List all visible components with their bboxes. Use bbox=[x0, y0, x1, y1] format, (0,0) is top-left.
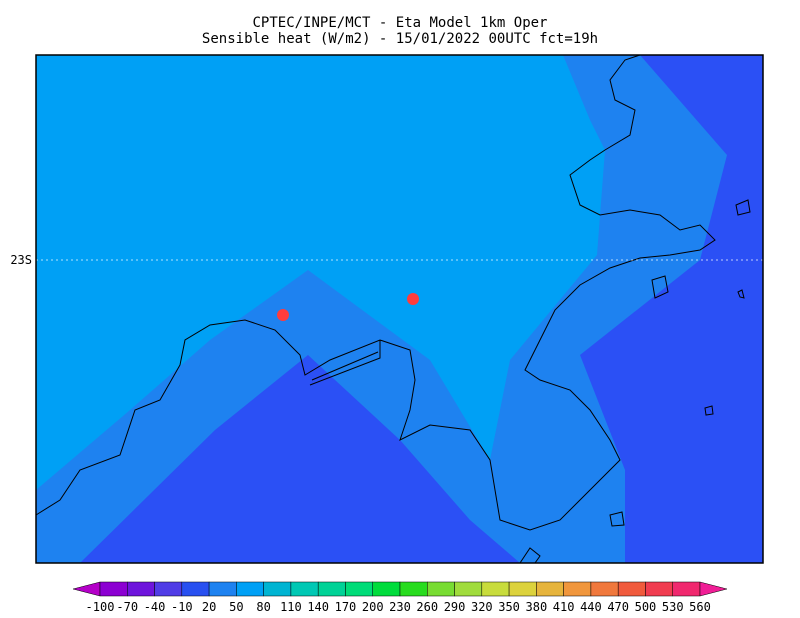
colorbar-box bbox=[563, 581, 592, 597]
subtitle: Sensible heat (W/m2) - 15/01/2022 00UTC … bbox=[202, 31, 598, 47]
map-area: 23S bbox=[10, 54, 764, 564]
colorbar-box bbox=[536, 581, 564, 597]
colorbar-label: 320 bbox=[471, 600, 493, 614]
colorbar-label: 170 bbox=[335, 600, 357, 614]
coastline bbox=[35, 54, 751, 564]
colorbar-label: 470 bbox=[607, 600, 629, 614]
colorbar-label: 260 bbox=[416, 600, 438, 614]
colorbar-label: -10 bbox=[171, 600, 193, 614]
title: CPTEC/INPE/MCT - Eta Model 1km Oper bbox=[252, 15, 547, 31]
colorbar-box bbox=[127, 581, 155, 597]
dark-region bbox=[80, 355, 520, 563]
colorbar-label: 200 bbox=[362, 600, 384, 614]
colorbar-box bbox=[672, 581, 701, 597]
station-marker bbox=[407, 293, 419, 305]
colorbar-box bbox=[154, 581, 183, 597]
colorbar-label: 440 bbox=[580, 600, 602, 614]
colorbar-label: 290 bbox=[444, 600, 466, 614]
colorbar-label: -70 bbox=[116, 600, 138, 614]
light-region bbox=[36, 55, 605, 490]
colorbar-label: 530 bbox=[662, 600, 684, 614]
colorbar-box bbox=[317, 581, 346, 597]
colorbar-box bbox=[590, 581, 619, 597]
map-frame bbox=[35, 54, 764, 564]
colorbar-box bbox=[99, 581, 128, 597]
colorbar-box bbox=[508, 581, 537, 597]
colorbar-box bbox=[399, 581, 428, 597]
colorbar-label: -100 bbox=[86, 600, 115, 614]
colorbar-end bbox=[72, 581, 101, 597]
colorbar-box bbox=[208, 581, 237, 597]
colorbar-label: 560 bbox=[689, 600, 711, 614]
colorbar: -100 -70 -40 -10 20 50 80 110 140 170 200 230 260 290… bbox=[72, 581, 728, 614]
colorbar-box bbox=[181, 581, 210, 597]
colorbar-box bbox=[345, 581, 373, 597]
colorbar-box bbox=[645, 581, 673, 597]
colorbar-label: 350 bbox=[498, 600, 520, 614]
colorbar-label: 500 bbox=[635, 600, 657, 614]
colorbar-box bbox=[481, 581, 510, 597]
colorbar-label: 110 bbox=[280, 600, 302, 614]
colorbar-box bbox=[617, 581, 646, 597]
colorbar-box bbox=[290, 581, 319, 597]
colorbar-box bbox=[372, 581, 401, 597]
colorbar-box bbox=[263, 581, 292, 597]
colorbar-label: 410 bbox=[553, 600, 575, 614]
colorbar-label: 140 bbox=[307, 600, 329, 614]
station-marker bbox=[277, 309, 289, 321]
colorbar-label: 50 bbox=[229, 600, 243, 614]
colorbar-box bbox=[427, 581, 455, 597]
colorbar-end bbox=[699, 581, 728, 597]
colorbar-label: 80 bbox=[256, 600, 270, 614]
colorbar-label: 20 bbox=[202, 600, 216, 614]
colorbar-box bbox=[236, 581, 264, 597]
colorbar-label: -40 bbox=[144, 600, 166, 614]
colorbar-label: 380 bbox=[526, 600, 548, 614]
colorbar-label: 230 bbox=[389, 600, 411, 614]
colorbar-box bbox=[454, 581, 483, 597]
dark-region bbox=[580, 55, 763, 563]
lat-label: 23S bbox=[10, 253, 32, 267]
